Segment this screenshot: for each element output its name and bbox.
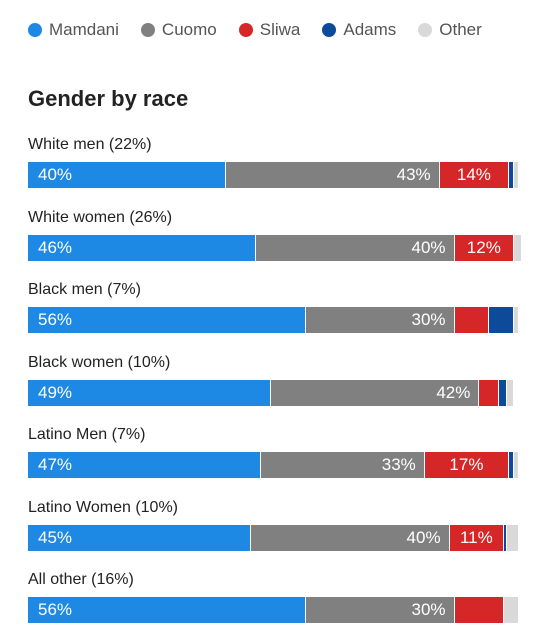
data-label: 12% (466, 237, 501, 257)
legend-swatch (322, 23, 337, 37)
legend-item-adams: Adams (322, 20, 396, 40)
legend-label: Mamdani (49, 20, 119, 39)
data-label: 46% (38, 237, 73, 257)
bar-segment-mamdani: 56% (28, 597, 306, 623)
chart-rows: White men (22%) 40% 43% 14% White women (26%… (28, 134, 524, 642)
data-label: 11% (459, 527, 493, 547)
bar-segment-cuomo: 30% (305, 307, 455, 333)
legend-label: Adams (343, 20, 397, 39)
bar-row: Black men (7%) 56% 30% (28, 279, 524, 352)
bar-segment-adams (499, 379, 507, 406)
data-label: 30% (411, 600, 446, 619)
bar-segment-mamdani: 47% (28, 452, 262, 478)
data-label: 49% (38, 382, 73, 402)
bar-segment-cuomo: 33% (261, 452, 425, 478)
data-label: 30% (411, 310, 446, 329)
data-label: 56% (38, 600, 73, 619)
data-label: 40% (411, 237, 446, 257)
bar-segment-sliwa (454, 307, 490, 333)
legend: Mamdani Cuomo Sliwa Adams Other (28, 20, 504, 40)
category-label: Black women (10%) (28, 353, 171, 371)
legend-label: Cuomo (161, 20, 217, 39)
bar-segment-sliwa: 17% (424, 452, 510, 478)
bar-segment-cuomo: 43% (226, 162, 440, 188)
bar-segment-other (506, 379, 515, 406)
bar-segment-other (514, 307, 520, 333)
legend-label: Other (439, 20, 482, 39)
bar-segment-mamdani: 46% (28, 234, 257, 261)
bar-segment-adams (504, 524, 507, 551)
data-label: 14% (456, 165, 491, 184)
data-label: 33% (381, 455, 416, 474)
category-label: Black men (7%) (28, 281, 141, 298)
legend-item-sliwa: Sliwa (238, 20, 301, 40)
bar-segment-cuomo: 40% (251, 524, 450, 551)
legend-label: Sliwa (259, 20, 301, 39)
bar-segment-sliwa (454, 597, 505, 623)
bar-segment-adams (509, 452, 515, 478)
stacked-bar: 47% 33% 17% (28, 452, 524, 478)
data-label: 43% (396, 165, 431, 184)
bar-segment-sliwa (479, 379, 500, 406)
category-label: White men (22%) (28, 136, 152, 153)
bar-segment-cuomo: 40% (256, 234, 455, 261)
bar-segment-other (514, 452, 519, 478)
bar-row: Black women (10%) 49% 42% (28, 352, 524, 425)
bar-segment-other (504, 597, 520, 623)
legend-swatch (238, 23, 253, 37)
bar-segment-other (514, 162, 519, 188)
bar-segment-sliwa: 11% (449, 524, 505, 551)
chart-title: Gender by race (28, 86, 189, 111)
data-label: 42% (436, 382, 471, 402)
category-label: White women (26%) (28, 208, 173, 226)
bar-segment-mamdani: 40% (28, 162, 227, 188)
category-label: All other (16%) (28, 571, 134, 588)
data-label: 47% (38, 455, 73, 474)
category-label: Latino Men (7%) (28, 426, 146, 443)
bar-segment-mamdani: 49% (28, 379, 272, 406)
bar-row: White women (26%) 46% 40% 12% (28, 207, 524, 280)
bar-segment-mamdani: 56% (28, 307, 306, 333)
data-label: 45% (38, 527, 73, 547)
stacked-bar: 49% 42% (28, 379, 524, 406)
data-label: 40% (38, 165, 73, 184)
data-label: 56% (38, 310, 73, 329)
stacked-bar: 56% 30% (28, 597, 524, 623)
bar-segment-cuomo: 42% (271, 379, 480, 406)
bar-segment-other (514, 234, 522, 261)
bar-row: Latino Women (10%) 45% 40% 11% (28, 497, 524, 570)
legend-swatch (28, 23, 42, 37)
bar-segment-sliwa: 14% (439, 162, 510, 188)
legend-item-other: Other (418, 20, 482, 40)
stacked-bar: 45% 40% 11% (28, 524, 524, 551)
stacked-bar: 46% 40% 12% (28, 234, 524, 261)
bar-segment-sliwa: 12% (454, 234, 515, 261)
bar-segment-adams (489, 307, 515, 333)
stacked-bar: 56% 30% (28, 307, 524, 333)
legend-swatch (418, 23, 433, 37)
legend-item-cuomo: Cuomo (140, 20, 217, 40)
legend-swatch (140, 23, 155, 37)
bar-segment-cuomo: 30% (305, 597, 455, 623)
data-label: 17% (449, 455, 484, 474)
bar-row: Latino Men (7%) 47% 33% 17% (28, 424, 524, 497)
stacked-bar: 40% 43% 14% (28, 162, 524, 188)
data-label: 40% (406, 527, 441, 547)
category-label: Latino Women (10%) (28, 498, 178, 516)
bar-row: White men (22%) 40% 43% 14% (28, 134, 524, 207)
legend-item-mamdani: Mamdani (28, 20, 119, 40)
bar-segment-other (506, 524, 519, 551)
bar-segment-adams (509, 162, 515, 188)
bar-segment-mamdani: 45% (28, 524, 252, 551)
bar-row: All other (16%) 56% 30% (28, 569, 524, 642)
